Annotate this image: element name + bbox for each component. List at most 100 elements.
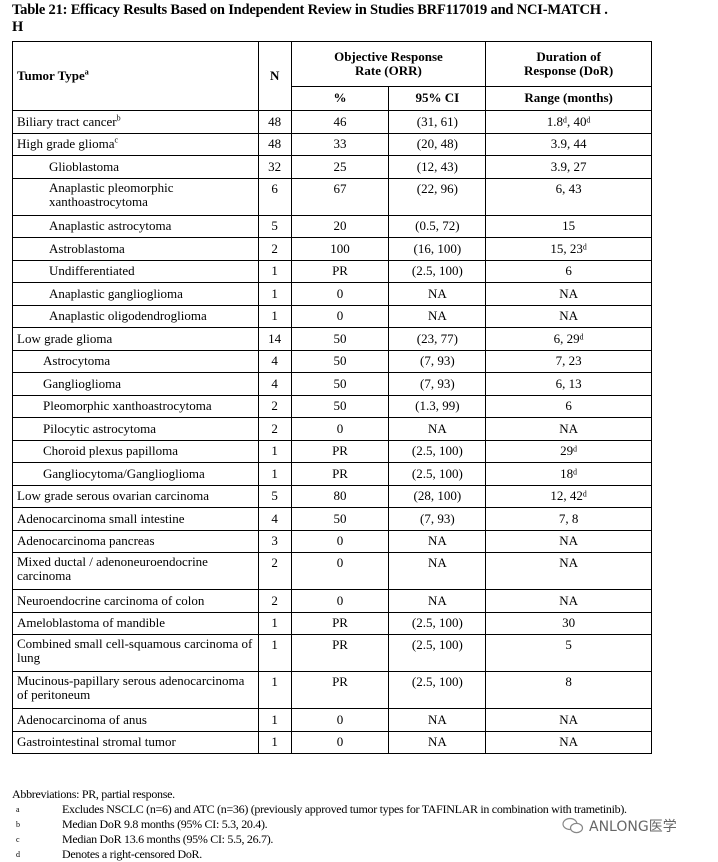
cell-orr-pct: 46: [290, 110, 390, 134]
watermark: ANLONG医学: [562, 816, 677, 836]
table-row: Anaplastic oligodendroglioma 1 0 NA NA: [12, 304, 652, 328]
cell-orr-ci: (7, 93): [388, 349, 487, 373]
cell-orr-pct: 0: [290, 529, 390, 553]
cell-dor-range: 6: [485, 259, 652, 283]
cell-tumor-type: Low grade serous ovarian carcinoma: [12, 484, 259, 508]
cell-n: 48: [257, 132, 292, 156]
tumor-type-label: Choroid plexus papilloma: [43, 443, 179, 459]
cell-n: 14: [257, 327, 292, 351]
cell-n: 1: [257, 708, 292, 732]
cell-tumor-type: Neuroendocrine carcinoma of colon: [12, 589, 259, 613]
cell-orr-ci: (31, 61): [388, 110, 487, 134]
cell-dor-range: 6, 43: [485, 177, 652, 216]
efficacy-table: Tumor Typea N Objective Response Rate (O…: [12, 41, 652, 754]
table-row: Gastrointestinal stromal tumor 1 0 NA NA: [12, 730, 652, 754]
cell-n: 4: [257, 507, 292, 531]
table-row: Astroblastoma 2 100 (16, 100) 15, 23ᵈ: [12, 237, 652, 261]
tumor-type-label: Ameloblastoma of mandible: [17, 615, 166, 631]
tumor-type-label: Undifferentiated: [49, 263, 135, 279]
cell-n: 3: [257, 529, 292, 553]
table-row: Biliary tract cancerb 48 46 (31, 61) 1.8ᵈ, 4…: [12, 110, 652, 134]
cell-n: 5: [257, 484, 292, 508]
cell-tumor-type: Anaplastic astrocytoma: [12, 214, 259, 238]
cell-orr-pct: 50: [290, 394, 390, 418]
cell-tumor-type: Mucinous-papillary serous adenocarcinoma…: [12, 671, 259, 709]
cell-orr-pct: PR: [290, 439, 390, 463]
cell-orr-ci: NA: [388, 708, 487, 732]
footnote: a Excludes NSCLC (n=6) and ATC (n=36) (pr…: [12, 802, 627, 817]
cell-n: 32: [257, 155, 292, 179]
cell-dor-range: 6, 13: [485, 372, 652, 396]
cell-orr-ci: (23, 77): [388, 327, 487, 351]
cell-orr-ci: NA: [388, 282, 487, 306]
cell-dor-range: 8: [485, 671, 652, 709]
table-row: Adenocarcinoma small intestine 4 50 (7, 93)…: [12, 507, 652, 531]
cell-orr-ci: (0.5, 72): [388, 214, 487, 238]
table-title: Table 21: Efficacy Results Based on Inde…: [12, 2, 608, 35]
tumor-type-label: High grade glioma: [17, 136, 115, 152]
cell-dor-range: 30: [485, 611, 652, 635]
table-row: Ameloblastoma of mandible 1 PR (2.5, 100) 30: [12, 611, 652, 635]
cell-orr-pct: 50: [290, 349, 390, 373]
cell-orr-ci: NA: [388, 589, 487, 613]
cell-orr-pct: 0: [290, 552, 390, 590]
cell-tumor-type: Adenocarcinoma pancreas: [12, 529, 259, 553]
footnote-mark: a: [16, 805, 20, 814]
cell-tumor-type: Mixed ductal / adenoneuroendocrine carci…: [12, 552, 259, 590]
cell-orr-pct: 33: [290, 132, 390, 156]
cell-dor-range: 6, 29ᵈ: [485, 327, 652, 351]
header-n: N: [257, 41, 292, 111]
table-row: Pleomorphic xanthoastrocytoma 2 50 (1.3, 99…: [12, 394, 652, 418]
cell-orr-pct: 0: [290, 417, 390, 441]
cell-orr-ci: NA: [388, 730, 487, 754]
cell-n: 2: [257, 417, 292, 441]
table-row: Glioblastoma 32 25 (12, 43) 3.9, 27: [12, 155, 652, 179]
table-row: Ganglioglioma 4 50 (7, 93) 6, 13: [12, 372, 652, 396]
tumor-type-label: Anaplastic astrocytoma: [49, 218, 172, 234]
cell-tumor-type: Undifferentiated: [12, 259, 259, 283]
cell-dor-range: 18ᵈ: [485, 462, 652, 486]
cell-dor-range: 3.9, 27: [485, 155, 652, 179]
table-row: Pilocytic astrocytoma 2 0 NA NA: [12, 417, 652, 441]
header-ci: 95% CI: [388, 85, 487, 112]
table-row: Adenocarcinoma pancreas 3 0 NA NA: [12, 529, 652, 553]
cell-n: 6: [257, 177, 292, 216]
tumor-type-label: Anaplastic ganglioglioma: [49, 285, 183, 301]
cell-orr-pct: 67: [290, 177, 390, 216]
cell-tumor-type: Pleomorphic xanthoastrocytoma: [12, 394, 259, 418]
cell-n: 1: [257, 462, 292, 486]
cell-tumor-type: Ganglioglioma: [12, 372, 259, 396]
cell-dor-range: NA: [485, 282, 652, 306]
footnote-marker: b: [116, 113, 121, 123]
cell-orr-ci: (12, 43): [388, 155, 487, 179]
cell-orr-pct: 50: [290, 372, 390, 396]
cell-tumor-type: Astrocytoma: [12, 349, 259, 373]
cell-n: 1: [257, 282, 292, 306]
tumor-type-label: Combined small cell-squamous carcinoma o…: [17, 636, 253, 665]
footnote-text: Denotes a right-censored DoR.: [62, 847, 202, 861]
tumor-type-label: Astrocytoma: [43, 353, 111, 369]
table-row: Neuroendocrine carcinoma of colon 2 0 NA NA: [12, 589, 652, 613]
tumor-type-label: Pleomorphic xanthoastrocytoma: [43, 398, 212, 414]
footnote: b Median DoR 9.8 months (95% CI: 5.3, 20.…: [12, 817, 627, 832]
table-notes: Abbreviations: PR, partial response. a Ex…: [12, 787, 627, 862]
tumor-type-label: Gastrointestinal stromal tumor: [17, 734, 176, 750]
table-row: Low grade glioma 14 50 (23, 77) 6, 29ᵈ: [12, 327, 652, 351]
tumor-type-label: Low grade glioma: [17, 330, 113, 346]
cell-n: 4: [257, 372, 292, 396]
table-row: Undifferentiated 1 PR (2.5, 100) 6: [12, 259, 652, 283]
cell-dor-range: 7, 8: [485, 507, 652, 531]
header-orr: Objective Response Rate (ORR): [290, 41, 487, 87]
tumor-type-label: Pilocytic astrocytoma: [43, 420, 157, 436]
cell-dor-range: NA: [485, 304, 652, 328]
cell-orr-ci: (2.5, 100): [388, 611, 487, 635]
tumor-type-label: Gangliocytoma/Ganglioglioma: [43, 465, 205, 481]
cell-dor-range: NA: [485, 589, 652, 613]
cell-n: 2: [257, 589, 292, 613]
cell-dor-range: NA: [485, 730, 652, 754]
cell-orr-ci: (2.5, 100): [388, 439, 487, 463]
cell-orr-pct: 50: [290, 507, 390, 531]
cell-dor-range: NA: [485, 417, 652, 441]
table-row: Adenocarcinoma of anus 1 0 NA NA: [12, 708, 652, 732]
cell-n: 1: [257, 259, 292, 283]
